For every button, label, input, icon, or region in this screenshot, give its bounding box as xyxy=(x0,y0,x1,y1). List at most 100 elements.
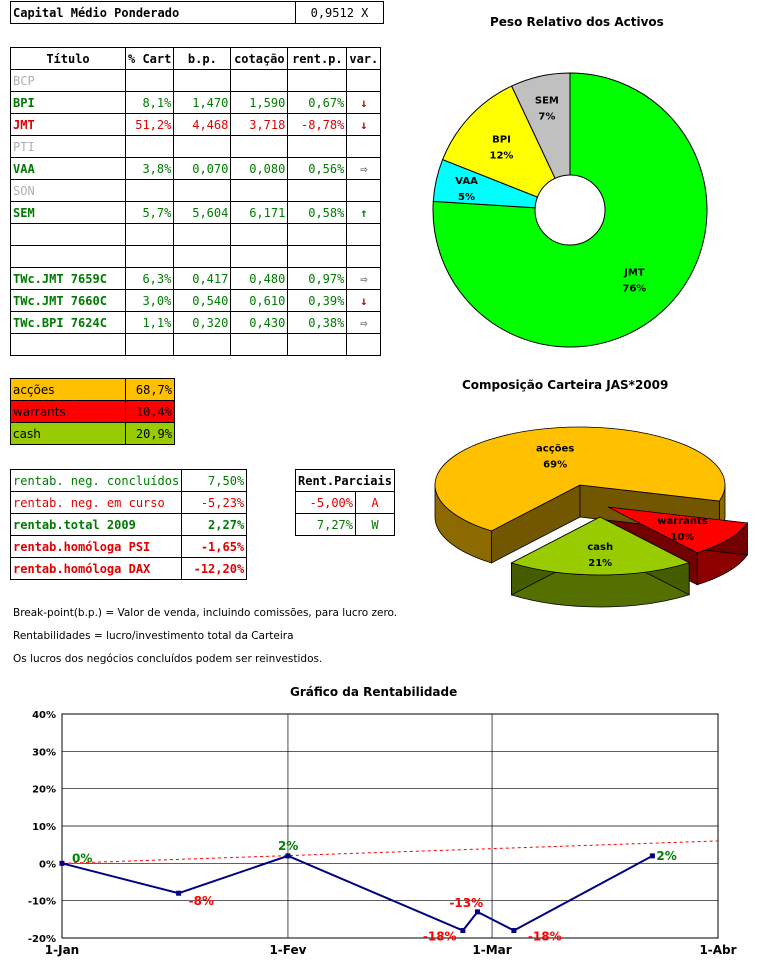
donut-value-label: 12% xyxy=(490,151,514,162)
arrow-down-icon: ↓ xyxy=(360,95,368,110)
trend-line xyxy=(61,840,719,864)
cell-rent: 0,58% xyxy=(287,201,348,224)
cell-bp: 4,468 xyxy=(173,113,232,136)
var-cell: ↓ xyxy=(346,113,382,136)
data-point xyxy=(460,928,466,934)
x-tick-label: 1-Fev xyxy=(269,943,306,957)
col-bp: b.p. xyxy=(173,47,232,70)
var-cell: ⇨ xyxy=(346,157,382,180)
arrow-right-icon: ⇨ xyxy=(360,271,368,286)
cell-bp xyxy=(173,135,232,158)
composition-row: cash 20,9% xyxy=(10,422,175,445)
col-cotacao: cotação xyxy=(230,47,289,70)
cell-bp xyxy=(173,179,232,202)
donut-value-label: 5% xyxy=(458,192,475,203)
rent-parciais-row: -5,00% A xyxy=(295,491,395,514)
var-cell: ↓ xyxy=(346,289,382,312)
rentab-label: rentab.total 2009 xyxy=(9,513,183,536)
table-row: TWc.JMT 7660C 3,0% 0,540 0,610 0,39% ↓ xyxy=(10,289,382,312)
var-cell: ⇨ xyxy=(346,267,382,290)
table-row: TWc.JMT 7659C 6,3% 0,417 0,480 0,97% ⇨ xyxy=(10,267,382,290)
cell-rent: 0,67% xyxy=(287,91,348,114)
x-tick-label: 1-Mar xyxy=(472,943,511,957)
cell-cart: 51,2% xyxy=(124,113,175,136)
cell-cart: 3,8% xyxy=(124,157,175,180)
rent-parciais-value: 7,27% xyxy=(295,513,356,536)
arrow-down-icon: ↓ xyxy=(360,117,368,132)
rentab-table: rentab. neg. concluídos 7,50% rentab. neg.… xyxy=(9,469,248,580)
var-cell xyxy=(346,223,382,246)
y-tick-label: 30% xyxy=(32,747,56,758)
pie3d-slice-acções xyxy=(434,426,726,532)
cell-bp: 0,540 xyxy=(173,289,232,312)
capital-label: Capital Médio Ponderado xyxy=(10,1,296,24)
donut-slice-sem xyxy=(511,72,571,179)
pie3d-slice-cash xyxy=(510,516,691,576)
pie3d-slice-warrants xyxy=(607,506,749,554)
rentab-label: rentab.homóloga DAX xyxy=(9,557,183,580)
cell-rent: 0,38% xyxy=(287,311,348,334)
cell-rent xyxy=(287,179,348,202)
cell-cot: 0,610 xyxy=(230,289,289,312)
cell-cot xyxy=(230,333,289,356)
cell-rent xyxy=(287,69,348,92)
composition-label: cash xyxy=(10,422,126,445)
table-row: TWc.BPI 7624C 1,1% 0,320 0,430 0,38% ⇨ xyxy=(10,311,382,334)
donut-label: VAA xyxy=(455,176,478,187)
pie3d-chart: warrants 10% cash 21% acções 69% xyxy=(434,426,749,608)
capital-value: 0,9512 X xyxy=(295,1,384,24)
col-rent: rent.p. xyxy=(287,47,348,70)
table-row: PTI xyxy=(10,135,382,158)
rent-parciais-table: Rent.Parciais -5,00% A 7,27% W xyxy=(295,469,395,536)
data-label: 2% xyxy=(656,849,676,863)
donut-value-label: 7% xyxy=(538,112,555,123)
donut-chart: JMT 76% VAA 5% BPI 12% SEM 7% xyxy=(432,72,708,348)
rentab-value: -1,65% xyxy=(181,535,248,558)
y-tick-label: 40% xyxy=(32,710,56,721)
pie3d-value-label: 21% xyxy=(588,558,612,569)
portfolio-table: Título % Cart b.p. cotação rent.p. var. … xyxy=(10,47,382,356)
data-label: -18% xyxy=(528,930,562,944)
pie1-title: Peso Relativo dos Activos xyxy=(490,15,664,29)
col-var: var. xyxy=(346,47,382,70)
cell-cot: 0,480 xyxy=(230,267,289,290)
table-row xyxy=(10,245,382,268)
cell-titulo: VAA xyxy=(10,157,126,180)
table-row: JMT 51,2% 4,468 3,718 -8,78% ↓ xyxy=(10,113,382,136)
composition-table: acções 68,7% warrants 10,4% cash 20,9% xyxy=(10,378,175,445)
arrow-up-icon: ↑ xyxy=(360,205,368,220)
composition-value: 20,9% xyxy=(125,422,175,445)
cell-cart xyxy=(124,333,175,356)
donut-value-label: 76% xyxy=(622,284,646,295)
table-row: SON xyxy=(10,179,382,202)
data-point xyxy=(511,928,517,934)
cell-bp xyxy=(173,223,232,246)
cell-cart: 3,0% xyxy=(124,289,175,312)
cell-rent xyxy=(287,223,348,246)
rentab-value: 7,50% xyxy=(181,469,248,492)
var-cell: ⇨ xyxy=(346,311,382,334)
cell-rent xyxy=(287,245,348,268)
cell-bp xyxy=(173,245,232,268)
cell-bp: 5,604 xyxy=(173,201,232,224)
note-lucros: Os lucros dos negócios concluídos podem … xyxy=(13,653,323,665)
donut-slice-jmt xyxy=(432,72,708,348)
capital-box: Capital Médio Ponderado 0,9512 X xyxy=(10,1,384,24)
cell-cot: 0,430 xyxy=(230,311,289,334)
composition-row: warrants 10,4% xyxy=(10,400,175,423)
table-row xyxy=(10,223,382,246)
rentab-value: -5,23% xyxy=(181,491,248,514)
portfolio-body: BCP BPI 8,1% 1,470 1,590 0,67% ↓ JMT 51,2% 4,468 3… xyxy=(10,69,382,356)
donut-label: JMT xyxy=(623,268,645,279)
var-cell xyxy=(346,69,382,92)
cell-cot xyxy=(230,69,289,92)
series-line xyxy=(61,854,653,932)
var-cell: ↓ xyxy=(346,91,382,114)
rent-parciais-row: 7,27% W xyxy=(295,513,395,536)
pie2-title: Composição Carteira JAS*2009 xyxy=(462,378,669,392)
var-cell: ↑ xyxy=(346,201,382,224)
col-titulo: Título xyxy=(10,47,126,70)
data-label: 2% xyxy=(278,839,298,853)
table-row: BPI 8,1% 1,470 1,590 0,67% ↓ xyxy=(10,91,382,114)
data-label: -13% xyxy=(449,896,483,910)
